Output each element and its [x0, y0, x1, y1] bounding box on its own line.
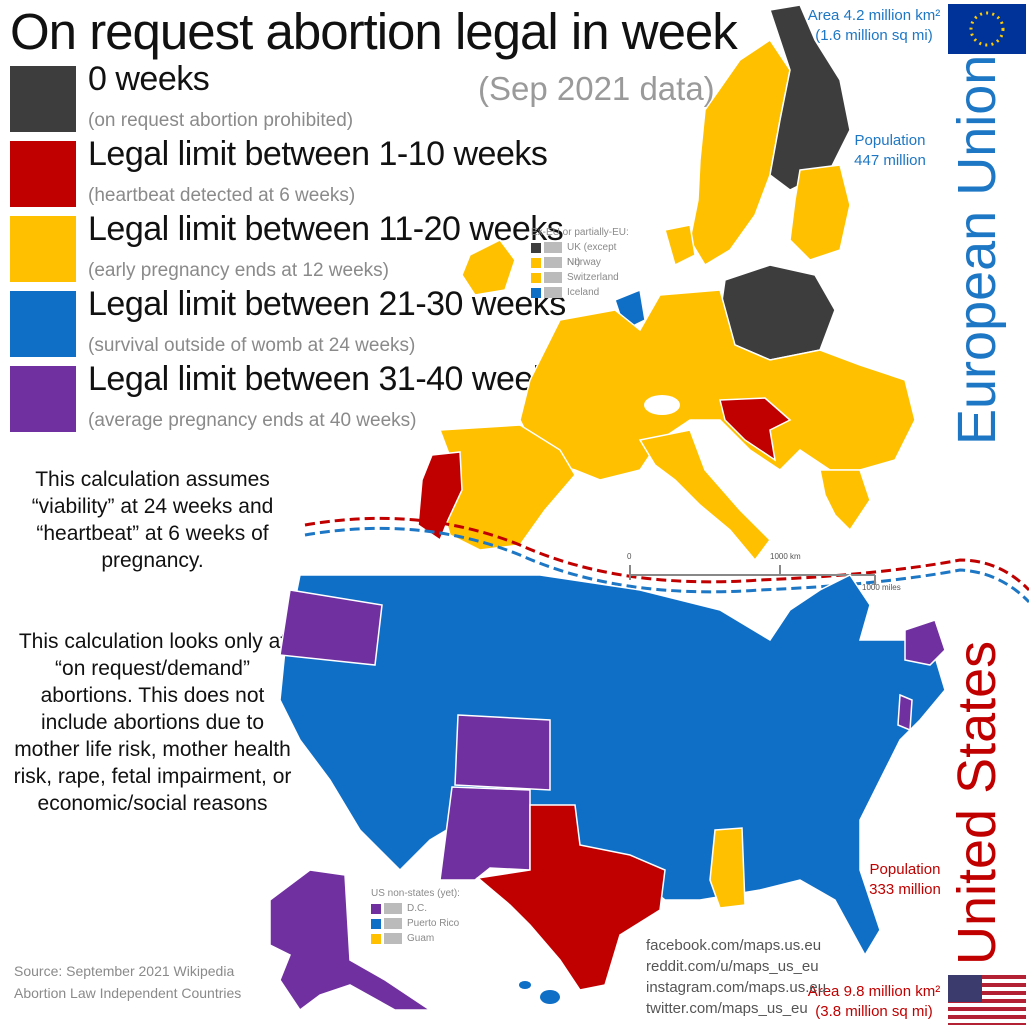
legend-label: Legal limit between 1-10 weeks [88, 135, 548, 173]
legend-note: (on request abortion prohibited) [88, 110, 354, 131]
state-vermont-nh [904, 619, 946, 666]
scale-bar [629, 565, 876, 585]
state-mississippi [709, 827, 746, 909]
guam-flag-icon [384, 933, 402, 944]
country-greece [819, 469, 871, 532]
puerto-rico-flag-icon [384, 918, 402, 929]
country-ireland [461, 239, 516, 296]
eu-label: European Union [947, 54, 1007, 445]
country-sweden [689, 38, 791, 267]
us-area: Area 9.8 million km² (3.8 million sq mi) [807, 983, 941, 1020]
scale-miles: 1000 miles [862, 583, 901, 592]
social-link: reddit.com/u/maps_us_eu [646, 958, 819, 975]
legend-item: Legal limit between 21-30 weeks (surviva… [10, 285, 566, 361]
legend-swatch [10, 366, 76, 432]
legend-note: (average pregnancy ends at 40 weeks) [88, 410, 417, 431]
legend-note: (survival outside of womb at 24 weeks) [88, 335, 416, 356]
legend-swatch [10, 141, 76, 207]
legend-item: Legal limit between 1-10 weeks (heartbea… [10, 135, 548, 211]
social-link: twitter.com/maps_us_eu [646, 1000, 808, 1017]
uk-flag-icon [544, 242, 562, 253]
nonstate-item: Puerto Rico [371, 916, 460, 931]
country-denmark [664, 224, 696, 267]
legend-swatch [10, 216, 76, 282]
viability-note: This calculation assumes “viability” at … [31, 468, 274, 572]
dc-flag-icon [384, 903, 402, 914]
social-links: facebook.com/maps.us.eu reddit.com/u/map… [646, 935, 827, 1019]
social-link: facebook.com/maps.us.eu [646, 937, 822, 954]
us-population: Population 333 million [869, 861, 941, 898]
divider-blue [304, 526, 1029, 604]
ex-eu-legend: Ex-EU or partially-EU: UK (except NI) No… [531, 225, 629, 300]
country-switzerland [644, 395, 680, 415]
scale-zero: 0 [627, 552, 632, 561]
state-hawaii [540, 990, 560, 1004]
social-link: instagram.com/maps.us.eu [646, 979, 827, 996]
nonstate-item: Guam [371, 931, 460, 946]
switzerland-flag-icon [544, 272, 562, 283]
nonstate-item: D.C. [371, 901, 460, 916]
us-mainland [279, 574, 946, 957]
norway-flag-icon [544, 257, 562, 268]
map-subtitle: (Sep 2021 data) [478, 70, 715, 107]
legend-item: Legal limit between 31-40 weeks (average… [10, 360, 566, 436]
eu-area: Area 4.2 million km² (1.6 million sq mi) [807, 7, 941, 44]
legend-label: Legal limit between 31-40 weeks [88, 360, 566, 398]
state-alaska [269, 869, 433, 1012]
legend-note: (heartbeat detected at 6 weeks) [88, 185, 356, 206]
legend-label: 0 weeks [88, 60, 210, 98]
source-note: Source: September 2021 Wikipedia Abortio… [14, 963, 242, 1001]
state-texas [476, 804, 666, 991]
us-nonstates-heading: US non-states (yet): [371, 888, 460, 899]
divider-red [304, 516, 1029, 592]
state-oregon [279, 589, 383, 666]
state-hawaii [519, 981, 531, 989]
country-portugal [417, 451, 463, 542]
country-mainland [519, 289, 916, 481]
us-flag-icon [948, 975, 1026, 1025]
legend-swatch [10, 66, 76, 132]
ex-eu-item: Iceland [531, 285, 629, 300]
ex-eu-item: Switzerland [531, 270, 629, 285]
country-italy [638, 429, 771, 562]
legend-note: (early pregnancy ends at 12 weeks) [88, 260, 389, 281]
eu-map [417, 4, 916, 562]
us-map [269, 574, 946, 1012]
state-colorado [454, 714, 551, 791]
country-baltics [789, 164, 851, 261]
ex-eu-heading: Ex-EU or partially-EU: [531, 227, 629, 238]
ex-eu-item: Norway [531, 255, 629, 270]
legend-item: 0 weeks (on request abortion prohibited) [10, 60, 530, 136]
country-croatia [719, 397, 792, 462]
state-new-jersey [897, 693, 913, 732]
legend-swatch [10, 291, 76, 357]
legend-label: Legal limit between 11-20 weeks [88, 210, 564, 248]
scope-note: This calculation looks only at “on reque… [13, 630, 292, 815]
us-label: United States [947, 640, 1007, 965]
map-title: On request abortion legal in week [10, 3, 738, 60]
state-new-mexico [439, 786, 531, 881]
legend-item: Legal limit between 11-20 weeks (early p… [10, 210, 564, 286]
eu-population: Population 447 million [854, 132, 926, 169]
scale-km: 1000 km [770, 552, 801, 561]
ex-eu-item: UK (except NI) [531, 240, 629, 268]
iceland-flag-icon [544, 287, 562, 298]
us-nonstates-legend: US non-states (yet): D.C. Puerto Rico Gu… [371, 886, 460, 946]
eu-flag-icon [948, 4, 1026, 54]
